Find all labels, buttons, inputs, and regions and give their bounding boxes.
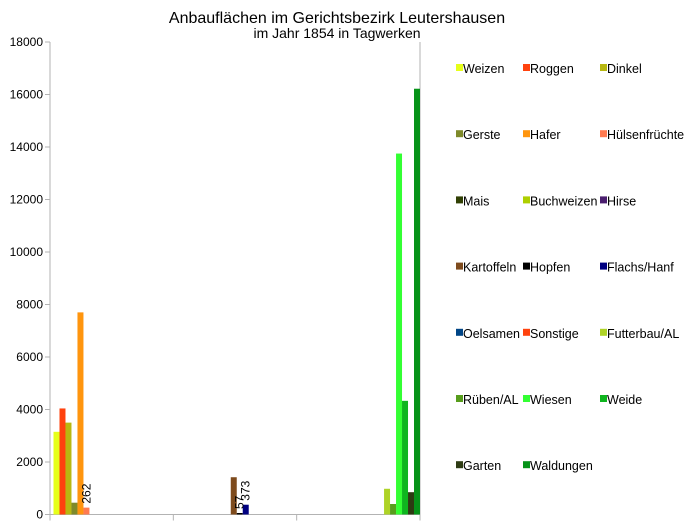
legend-swatch	[523, 328, 530, 336]
legend-label: Hülsenfrüchte	[607, 128, 684, 142]
y-tick-label: 0	[36, 508, 43, 522]
legend-label: Flachs/Hanf	[607, 261, 674, 275]
legend-swatch	[523, 196, 530, 204]
y-tick-label: 16000	[10, 88, 44, 102]
bar-hafer	[77, 312, 84, 515]
legend-label: Kartoffeln	[463, 261, 516, 275]
y-axis: 0 2000 4000 6000 8000 10000 12000 14000 16000 180…	[10, 35, 421, 522]
bar-garten	[408, 492, 415, 515]
bar-hopfen	[236, 513, 243, 515]
legend-swatch	[523, 64, 530, 71]
legend-swatch	[456, 461, 463, 469]
y-tick-label: 18000	[10, 35, 44, 49]
legend-label: Sonstige	[530, 327, 579, 341]
legend-label: Rüben/AL	[463, 393, 519, 407]
chart-title: Anbauflächen im Gerichtsbezirk Leutersha…	[169, 10, 505, 27]
legend-label: Oelsamen	[463, 327, 520, 341]
legend-swatch	[600, 196, 607, 204]
bar-waldungen	[414, 88, 420, 515]
legend-swatch	[523, 130, 530, 138]
y-tick-label: 2000	[16, 455, 43, 469]
bar-gerste	[71, 502, 78, 515]
legend-swatch	[456, 328, 463, 336]
legend-swatch	[456, 64, 463, 71]
legend-label: Waldungen	[530, 459, 593, 473]
y-tick-label: 8000	[16, 298, 43, 312]
bar-r-ben-al	[390, 504, 397, 515]
y-tick-label: 6000	[16, 350, 43, 364]
y-tick-label: 14000	[10, 140, 44, 154]
legend-label: Wiesen	[530, 393, 572, 407]
data-label: 373	[239, 480, 253, 500]
legend-label: Weizen	[463, 62, 505, 76]
legend-label: Dinkel	[607, 62, 642, 76]
legend-label: Roggen	[530, 62, 574, 76]
bars	[53, 88, 420, 515]
legend-swatch	[523, 395, 530, 402]
bar-dinkel	[65, 422, 72, 515]
legend-label: Hafer	[530, 128, 561, 142]
legend-swatch	[523, 461, 530, 469]
bar-wiesen	[396, 153, 403, 515]
legend-swatch	[456, 395, 463, 402]
legend-swatch	[600, 64, 607, 71]
legend-swatch	[456, 196, 463, 204]
bar-weide	[402, 400, 409, 515]
legend-label: Futterbau/AL	[607, 327, 679, 341]
bar-weizen	[53, 431, 60, 515]
legend-swatch	[600, 328, 607, 336]
legend-swatch	[600, 130, 607, 138]
bar-futterbau-al	[384, 488, 391, 515]
data-label: 262	[79, 483, 93, 503]
chart-subtitle: im Jahr 1854 in Tagwerken	[253, 25, 420, 41]
legend-swatch	[456, 262, 463, 270]
y-tick-label: 10000	[10, 245, 44, 259]
legend-label: Hopfen	[530, 261, 570, 275]
bar-flachs-hanf	[242, 504, 249, 515]
legend-swatch	[600, 395, 607, 402]
bar-h-lsenfr-chte	[83, 507, 90, 515]
bar-roggen	[59, 408, 66, 515]
data-label: 57	[233, 495, 247, 509]
legend-label: Gerste	[463, 128, 501, 142]
legend-swatch	[456, 130, 463, 138]
legend-swatch	[600, 262, 607, 270]
legend-label: Hirse	[607, 194, 636, 208]
legend-label: Buchweizen	[530, 194, 597, 208]
y-tick-label: 12000	[10, 193, 44, 207]
legend-label: Weide	[607, 393, 642, 407]
legend-label: Mais	[463, 194, 489, 208]
legend: Weizen Roggen Dinkel Gerste Hafer Hülsenfrüch…	[456, 62, 684, 473]
legend-label: Garten	[463, 459, 501, 473]
y-tick-label: 4000	[16, 403, 43, 417]
legend-swatch	[523, 262, 530, 270]
bar-kartoffeln	[230, 477, 237, 515]
